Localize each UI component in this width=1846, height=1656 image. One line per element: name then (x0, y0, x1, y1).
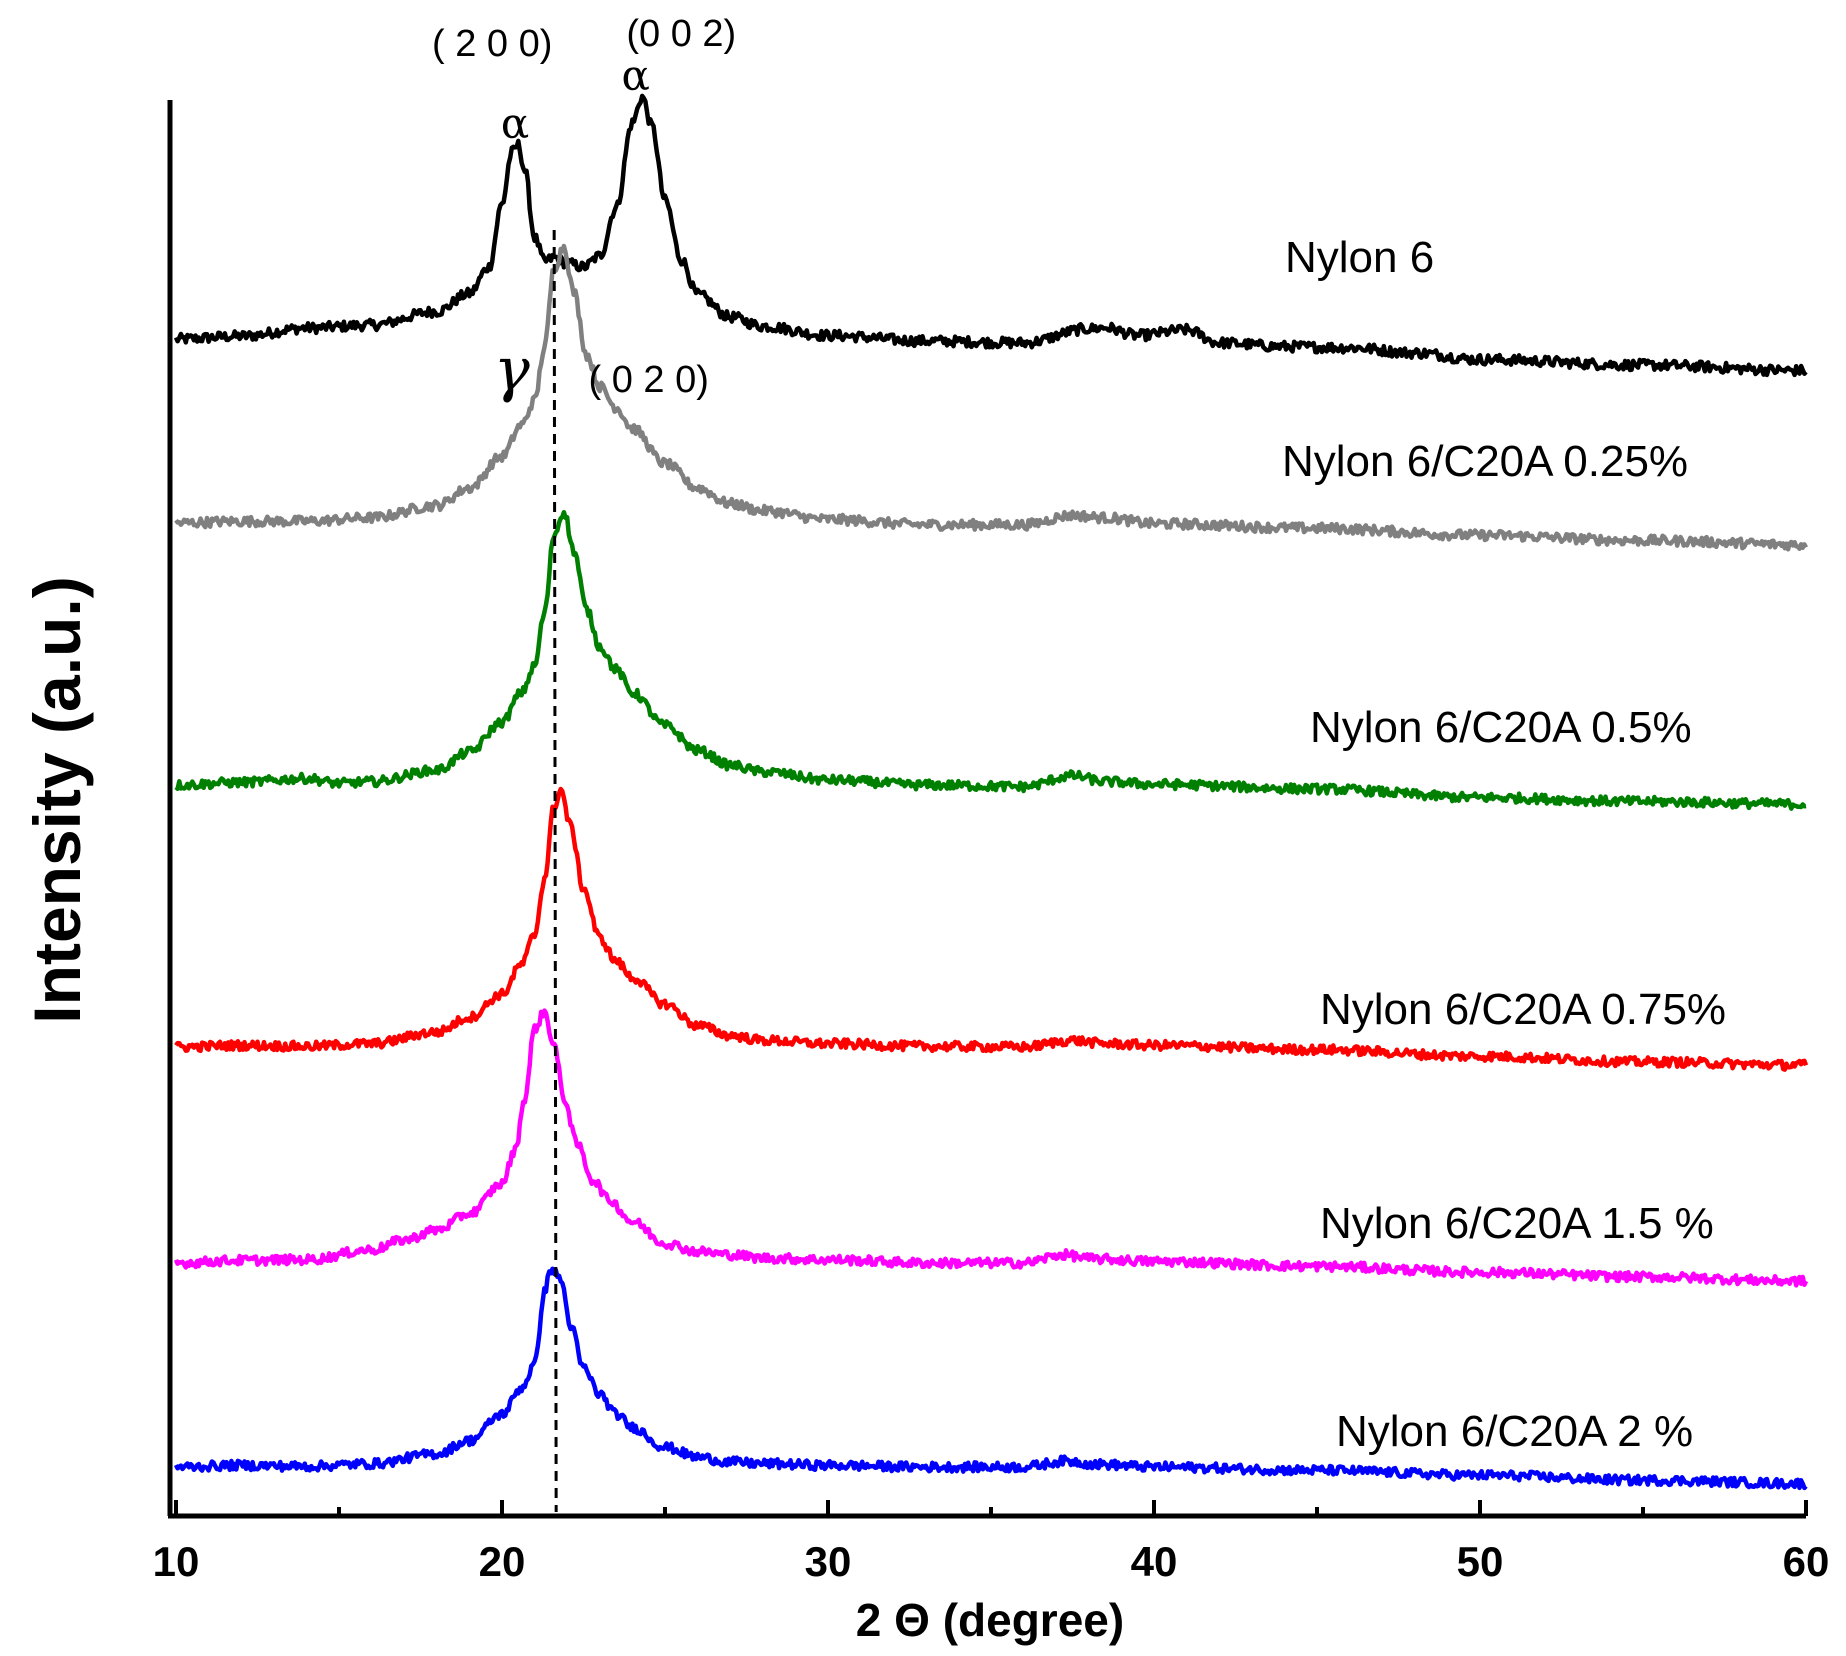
annotation-002: (0 0 2) (626, 13, 736, 55)
annotation-020: ( 0 2 0) (589, 359, 709, 401)
annotation-gamma: γ (494, 335, 530, 405)
x-tick-label: 50 (1457, 1538, 1504, 1585)
annotation-alpha-002: α (621, 51, 649, 100)
axes-layer: 10 20 30 40 50 60 (153, 100, 1830, 1585)
x-axis-title: 2 Θ (degree) (856, 1594, 1124, 1646)
x-tick-label: 10 (153, 1538, 200, 1585)
labels-layer: Nylon 6 Nylon 6/C20A 0.25% Nylon 6/C20A 0.… (432, 13, 1726, 1456)
series-line-1 (173, 93, 1808, 378)
series-label-5: Nylon 6/C20A 1.5 % (1320, 1199, 1714, 1248)
series-label-2: Nylon 6/C20A 0.25% (1282, 437, 1688, 486)
series-label-4: Nylon 6/C20A 0.75% (1320, 985, 1726, 1034)
x-tick-label: 20 (479, 1538, 526, 1585)
x-tick-label: 30 (805, 1538, 852, 1585)
series-label-3: Nylon 6/C20A 0.5% (1310, 703, 1692, 752)
series-line-5 (173, 1008, 1809, 1288)
series-label-1: Nylon 6 (1285, 233, 1434, 282)
series-label-6: Nylon 6/C20A 2 % (1336, 1407, 1693, 1456)
series-line-4 (174, 786, 1809, 1072)
annotation-alpha-200: α (501, 99, 529, 148)
series-line-3 (174, 509, 1807, 811)
dashed-reference-line (552, 229, 558, 1513)
y-axis-title: Intensity (a.u.) (20, 576, 94, 1023)
series-layer (173, 93, 1809, 1491)
series-line-6 (173, 1266, 1808, 1491)
annotation-200: ( 2 0 0) (432, 23, 552, 65)
series-line-2 (174, 243, 1808, 552)
x-tick-label: 40 (1131, 1538, 1178, 1585)
x-tick-label: 60 (1783, 1538, 1830, 1585)
